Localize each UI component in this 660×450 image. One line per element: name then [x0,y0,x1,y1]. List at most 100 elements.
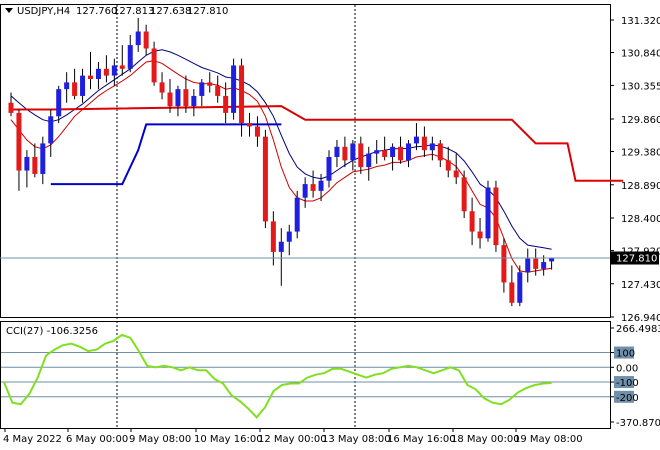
candle-body [382,150,388,157]
header-low: 127.638 [150,6,191,17]
candle-body [366,153,372,168]
cci-tick-label: 100 [616,349,635,360]
candle-body [358,143,364,168]
cci-level-tag [614,346,634,359]
time-tick-label: 16 May 16:00 [387,434,456,445]
time-tick-label: 19 May 08:00 [514,434,583,445]
candle-body [95,68,101,79]
price-tick-label: 128.890 [621,181,660,192]
candle-body [493,187,499,246]
candle-body [48,116,54,144]
time-axis: 4 May 2022 6 May 00:00 9 May 08:00 10 May 1… [3,428,583,445]
price-tick-label: 126.940 [621,313,660,324]
stop-down-line [11,105,624,182]
price-tick-label: 127.430 [621,280,660,291]
dropdown-triangle-icon[interactable] [5,8,13,13]
time-tick-label: 13 May 08:00 [322,434,391,445]
price-tick-label: 131.320 [621,16,660,27]
candle-body [64,82,70,90]
candle-body [103,68,109,76]
time-tick-label: 9 May 08:00 [129,434,191,445]
cci-line [3,333,552,419]
candle-body [56,89,62,117]
time-tick-label: 10 May 16:00 [194,434,263,445]
candle-body [207,82,213,86]
candle-body [32,156,38,174]
candle-body [183,89,189,107]
candle-body [8,102,14,113]
candle-body [151,48,157,83]
moving-averages [10,49,552,273]
candle-body [318,180,324,191]
candle-body [278,241,284,252]
cci-tick-label: -370.8706 [616,418,660,429]
candle-body [215,85,221,96]
candle-body [398,146,404,161]
cci-axis: 266.4983 100 0.00 -100 -200 -370.8706 [610,324,660,429]
candle-body [437,143,443,161]
cci-line-group [3,333,552,419]
candle-body [191,95,197,107]
candle-body [223,95,229,113]
price-tick-label: 129.380 [621,148,660,159]
price-tick-label: 129.860 [621,115,660,126]
cci-title: CCI(27) -106.3256 [6,326,98,337]
price-tick-label: 128.400 [621,214,660,225]
period-separators [116,5,356,428]
candle-body [350,143,356,161]
candle-body [413,136,419,144]
cci-levels [1,352,610,398]
candle-body [231,65,237,113]
candle-body [262,136,268,222]
candle-body [286,231,292,242]
candle-body [167,92,173,107]
candle-body [342,146,348,161]
candle-body [390,146,396,157]
candle-body [445,160,451,171]
candle-body [40,143,46,174]
candle-body [310,184,316,191]
cci-tick-label: 0.00 [616,363,638,374]
candle-body [111,65,117,76]
cci-level-tag [614,376,634,389]
candle-body [509,282,515,303]
candle-body [461,177,467,212]
candle-body [175,89,181,107]
candle-body [159,82,165,93]
candle-body [469,211,475,232]
ma-slow-line [10,49,552,250]
header-close: 127.810 [187,6,228,17]
candle-body [525,258,531,273]
candle-body [239,65,245,124]
candle-body [135,31,141,46]
candle-body [374,150,380,154]
candle-body [485,187,491,239]
cci-tick-label: 266.4983 [616,324,660,335]
candle-body [88,75,93,79]
price-tick-label: 130.840 [621,49,660,60]
candle-body [453,170,459,178]
candle-body [247,123,252,127]
header-high: 127.813 [113,6,154,17]
candles [8,17,555,307]
cci-panel [0,321,611,429]
candle-body [406,143,411,161]
time-tick-label: 12 May 00:00 [258,434,327,445]
candle-body [326,156,332,181]
candle-body [270,221,276,252]
candle-body [533,258,539,269]
cci-level-tag [614,390,634,403]
price-panel [0,4,611,318]
cci-tick-label: -200 [616,393,639,404]
candle-body [549,258,555,262]
time-tick-label: 6 May 00:00 [66,434,128,445]
candle-body [80,75,86,96]
header-symbol: USDJPY,H4 [17,6,70,17]
candle-body [119,65,125,69]
candle-body [541,262,547,269]
stop-up-line [50,123,282,186]
candle-body [334,146,340,157]
cci-tick-label: -100 [616,378,639,389]
current-price-tag [611,251,659,265]
candle-body [143,31,149,49]
